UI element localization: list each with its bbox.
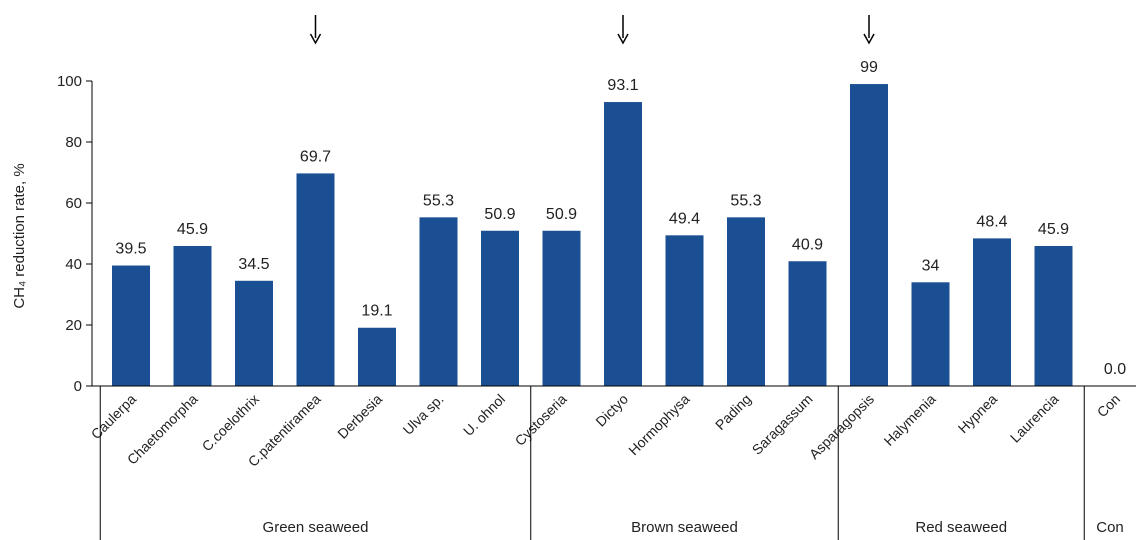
highlight-arrows <box>309 15 875 45</box>
data-label: 48.4 <box>976 213 1007 230</box>
x-tick-label: Pading <box>712 391 754 433</box>
x-tick-label: Asparagopsis <box>806 391 877 462</box>
y-axis-label: CH₄ reduction rate, % <box>11 163 28 308</box>
x-tick-label: Con <box>1094 391 1123 420</box>
data-label: 49.4 <box>669 210 700 227</box>
bar <box>481 230 519 386</box>
x-tick-label: Caulerpa <box>88 391 140 443</box>
bar <box>788 261 827 386</box>
group-label: Red seaweed <box>915 519 1007 536</box>
data-label: 0.0 <box>1104 361 1126 378</box>
x-tick-label: Cystoseria <box>512 391 570 449</box>
x-tick-label: Ulva sp. <box>400 391 447 438</box>
bar <box>358 327 396 386</box>
group-label: Con <box>1096 519 1124 536</box>
data-label: 55.3 <box>423 192 454 209</box>
highlight-arrow-head <box>309 33 322 45</box>
data-label: 99 <box>860 59 878 76</box>
y-tick-label: 80 <box>65 134 82 151</box>
bar <box>173 246 212 386</box>
x-tick-label: U. ohnol <box>460 391 508 439</box>
bar <box>665 235 704 386</box>
data-label: 34.5 <box>238 256 269 273</box>
y-tick-label: 0 <box>74 378 82 395</box>
data-label: 45.9 <box>177 221 208 238</box>
bar <box>911 282 950 386</box>
highlight-arrow-head <box>863 33 875 45</box>
data-label: 69.7 <box>300 148 331 165</box>
bar <box>850 84 888 387</box>
group-label: Green seaweed <box>263 519 369 536</box>
y-tick-label: 40 <box>65 256 82 273</box>
x-tick-label: Derbesia <box>334 391 385 442</box>
bar <box>973 238 1011 386</box>
x-axis: CaulerpaChaetomorphaC.coelothrixC.patent… <box>88 385 1136 540</box>
bar <box>604 102 642 387</box>
data-label: 50.9 <box>546 206 577 223</box>
y-tick-label: 100 <box>57 73 82 90</box>
y-tick-label: 20 <box>65 317 82 334</box>
data-label: 40.9 <box>792 236 823 253</box>
bar <box>235 280 273 386</box>
x-tick-label: Halymenia <box>881 391 939 449</box>
x-tick-label: Saragassum <box>749 391 816 458</box>
x-tick-label: Laurencia <box>1007 391 1062 446</box>
data-label: 39.5 <box>115 241 146 258</box>
data-label: 34 <box>922 257 940 274</box>
data-label: 19.1 <box>361 303 392 320</box>
group-label: Brown seaweed <box>631 519 738 536</box>
bar <box>296 173 335 386</box>
x-tick-label: C.coelothrix <box>199 391 263 455</box>
data-label: 93.1 <box>607 77 638 94</box>
bar <box>727 217 765 386</box>
x-tick-label: Hormophysa <box>625 391 693 459</box>
bar <box>542 230 581 386</box>
bar <box>112 265 150 386</box>
bar <box>419 217 458 386</box>
data-label: 55.3 <box>730 192 761 209</box>
bar <box>1034 246 1073 386</box>
data-label: 50.9 <box>484 206 515 223</box>
highlight-arrow-head <box>617 33 629 45</box>
y-axis: 0 20 40 60 80 100 <box>57 73 93 395</box>
data-label: 45.9 <box>1038 221 1069 238</box>
x-tick-label: Hypnea <box>955 391 1001 437</box>
y-tick-label: 60 <box>65 195 82 212</box>
x-tick-label: Dictyo <box>592 391 631 430</box>
bars: 39.5 45.9 34.5 69.7 19.1 55.3 50.9 50.9 93.1 49.4… <box>112 59 1126 387</box>
